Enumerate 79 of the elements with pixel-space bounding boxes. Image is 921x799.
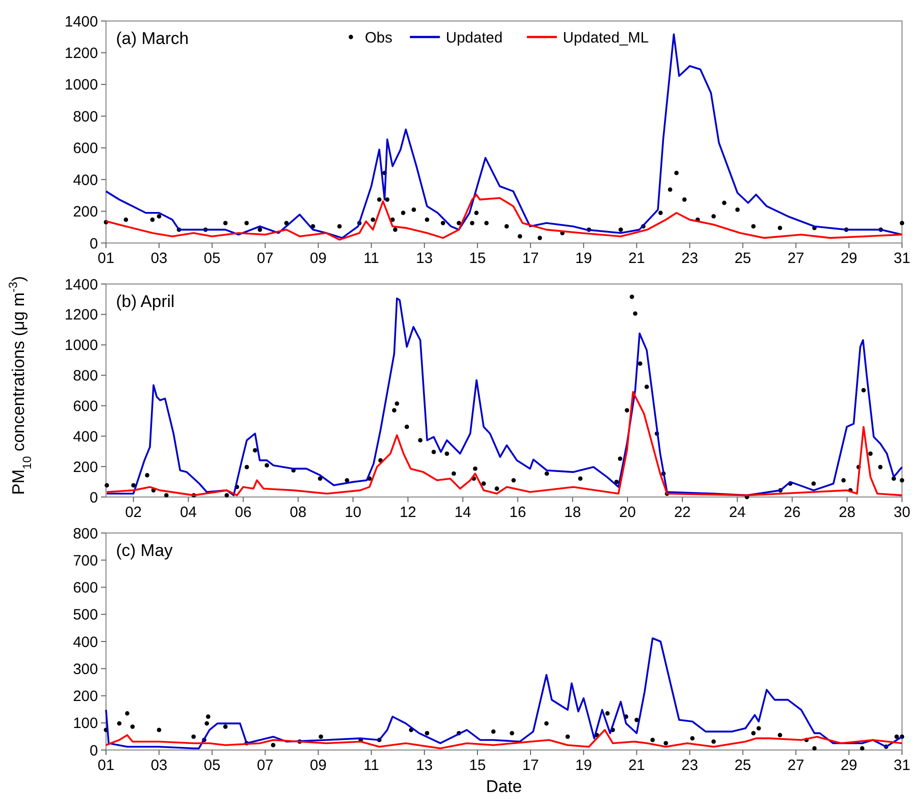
x-tick-label: 29 (840, 250, 858, 267)
x-tick-label: 28 (838, 504, 856, 521)
x-tick-label: 14 (454, 504, 472, 521)
x-tick-label: 13 (416, 757, 433, 774)
y-tick-label: 1200 (64, 44, 98, 62)
x-tick-label: 23 (681, 250, 698, 267)
x-tick-label: 20 (619, 504, 636, 521)
x-tick-label: 07 (256, 250, 274, 267)
x-tick-label: 17 (522, 757, 539, 774)
y-tick-label: 1400 (64, 276, 98, 294)
y-tick-label: 700 (72, 552, 98, 570)
x-tick-label: 15 (469, 250, 486, 267)
y-tick-label: 1400 (64, 13, 98, 30)
x-tick-label: 04 (180, 504, 197, 521)
y-tick-label: 200 (72, 458, 98, 476)
y-tick-label: 600 (72, 398, 98, 415)
x-tick-label: 31 (894, 757, 910, 774)
legend-label: Updated_ML (562, 29, 649, 46)
y-tick-label: 800 (72, 368, 98, 385)
x-tick-label: 31 (894, 250, 910, 267)
x-tick-label: 09 (310, 250, 327, 267)
y-tick-label: 0 (90, 742, 98, 760)
x-tick-label: 11 (364, 757, 380, 774)
y-tick-label: 1000 (64, 76, 98, 94)
x-tick-label: 16 (509, 504, 526, 521)
y-tick-label: 600 (72, 580, 98, 596)
y-tick-label: 800 (72, 108, 98, 126)
x-tick-label: 22 (674, 504, 691, 521)
y-tick-label: 400 (72, 634, 98, 651)
x-tick-label: 01 (98, 757, 114, 774)
x-tick-label: 29 (840, 757, 858, 774)
y-tick-label: 300 (72, 660, 98, 678)
y-tick-label: 800 (72, 525, 98, 542)
x-tick-label: 25 (734, 757, 752, 774)
legend-label: Obs (364, 29, 392, 46)
x-tick-label: 27 (788, 250, 804, 267)
x-tick-label: 08 (290, 504, 306, 521)
y-tick-label: 100 (72, 715, 98, 732)
x-axis-title: Date (486, 777, 522, 796)
text: (a) March (116, 29, 189, 48)
x-tick-label: 13 (416, 250, 433, 267)
x-tick-label: 15 (469, 757, 486, 774)
y-tick-label: 1200 (64, 306, 98, 324)
x-tick-label: 19 (575, 250, 592, 267)
x-tick-label: 12 (400, 504, 416, 521)
y-tick-label: 0 (90, 489, 98, 506)
y-tick-label: 200 (72, 204, 98, 221)
y-tick-label: 200 (72, 688, 98, 705)
x-tick-label: 26 (784, 504, 801, 521)
x-tick-label: 03 (150, 250, 168, 267)
y-tick-label: 600 (72, 140, 98, 158)
x-tick-label: 21 (628, 757, 646, 774)
x-tick-label: 21 (628, 250, 646, 267)
text: (c) May (116, 541, 174, 560)
x-tick-label: 24 (728, 504, 746, 521)
y-tick-label: 400 (72, 428, 98, 446)
x-tick-label: 03 (150, 757, 168, 774)
x-tick-label: 18 (564, 504, 581, 521)
y-tick-label: 0 (90, 235, 98, 252)
x-tick-label: 07 (256, 757, 274, 774)
x-tick-label: 17 (522, 250, 539, 267)
x-tick-label: 19 (575, 757, 592, 774)
y-tick-label: 1000 (64, 337, 98, 354)
x-tick-label: 06 (234, 504, 252, 521)
x-tick-label: 11 (364, 250, 380, 267)
y-tick-label: 400 (72, 172, 98, 189)
y-tick-label: 500 (72, 606, 98, 624)
x-tick-label: 30 (894, 504, 910, 521)
x-tick-label: 10 (344, 504, 362, 521)
x-tick-label: 25 (734, 250, 752, 267)
x-tick-label: 01 (98, 250, 114, 267)
x-tick-label: 27 (788, 757, 804, 774)
legend-label: Updated (446, 29, 503, 46)
x-tick-label: 05 (204, 250, 220, 267)
x-tick-label: 23 (681, 757, 698, 774)
x-tick-label: 02 (125, 504, 142, 521)
x-tick-label: 05 (204, 757, 220, 774)
text: (b) April (116, 292, 175, 311)
x-tick-label: 09 (310, 757, 327, 774)
